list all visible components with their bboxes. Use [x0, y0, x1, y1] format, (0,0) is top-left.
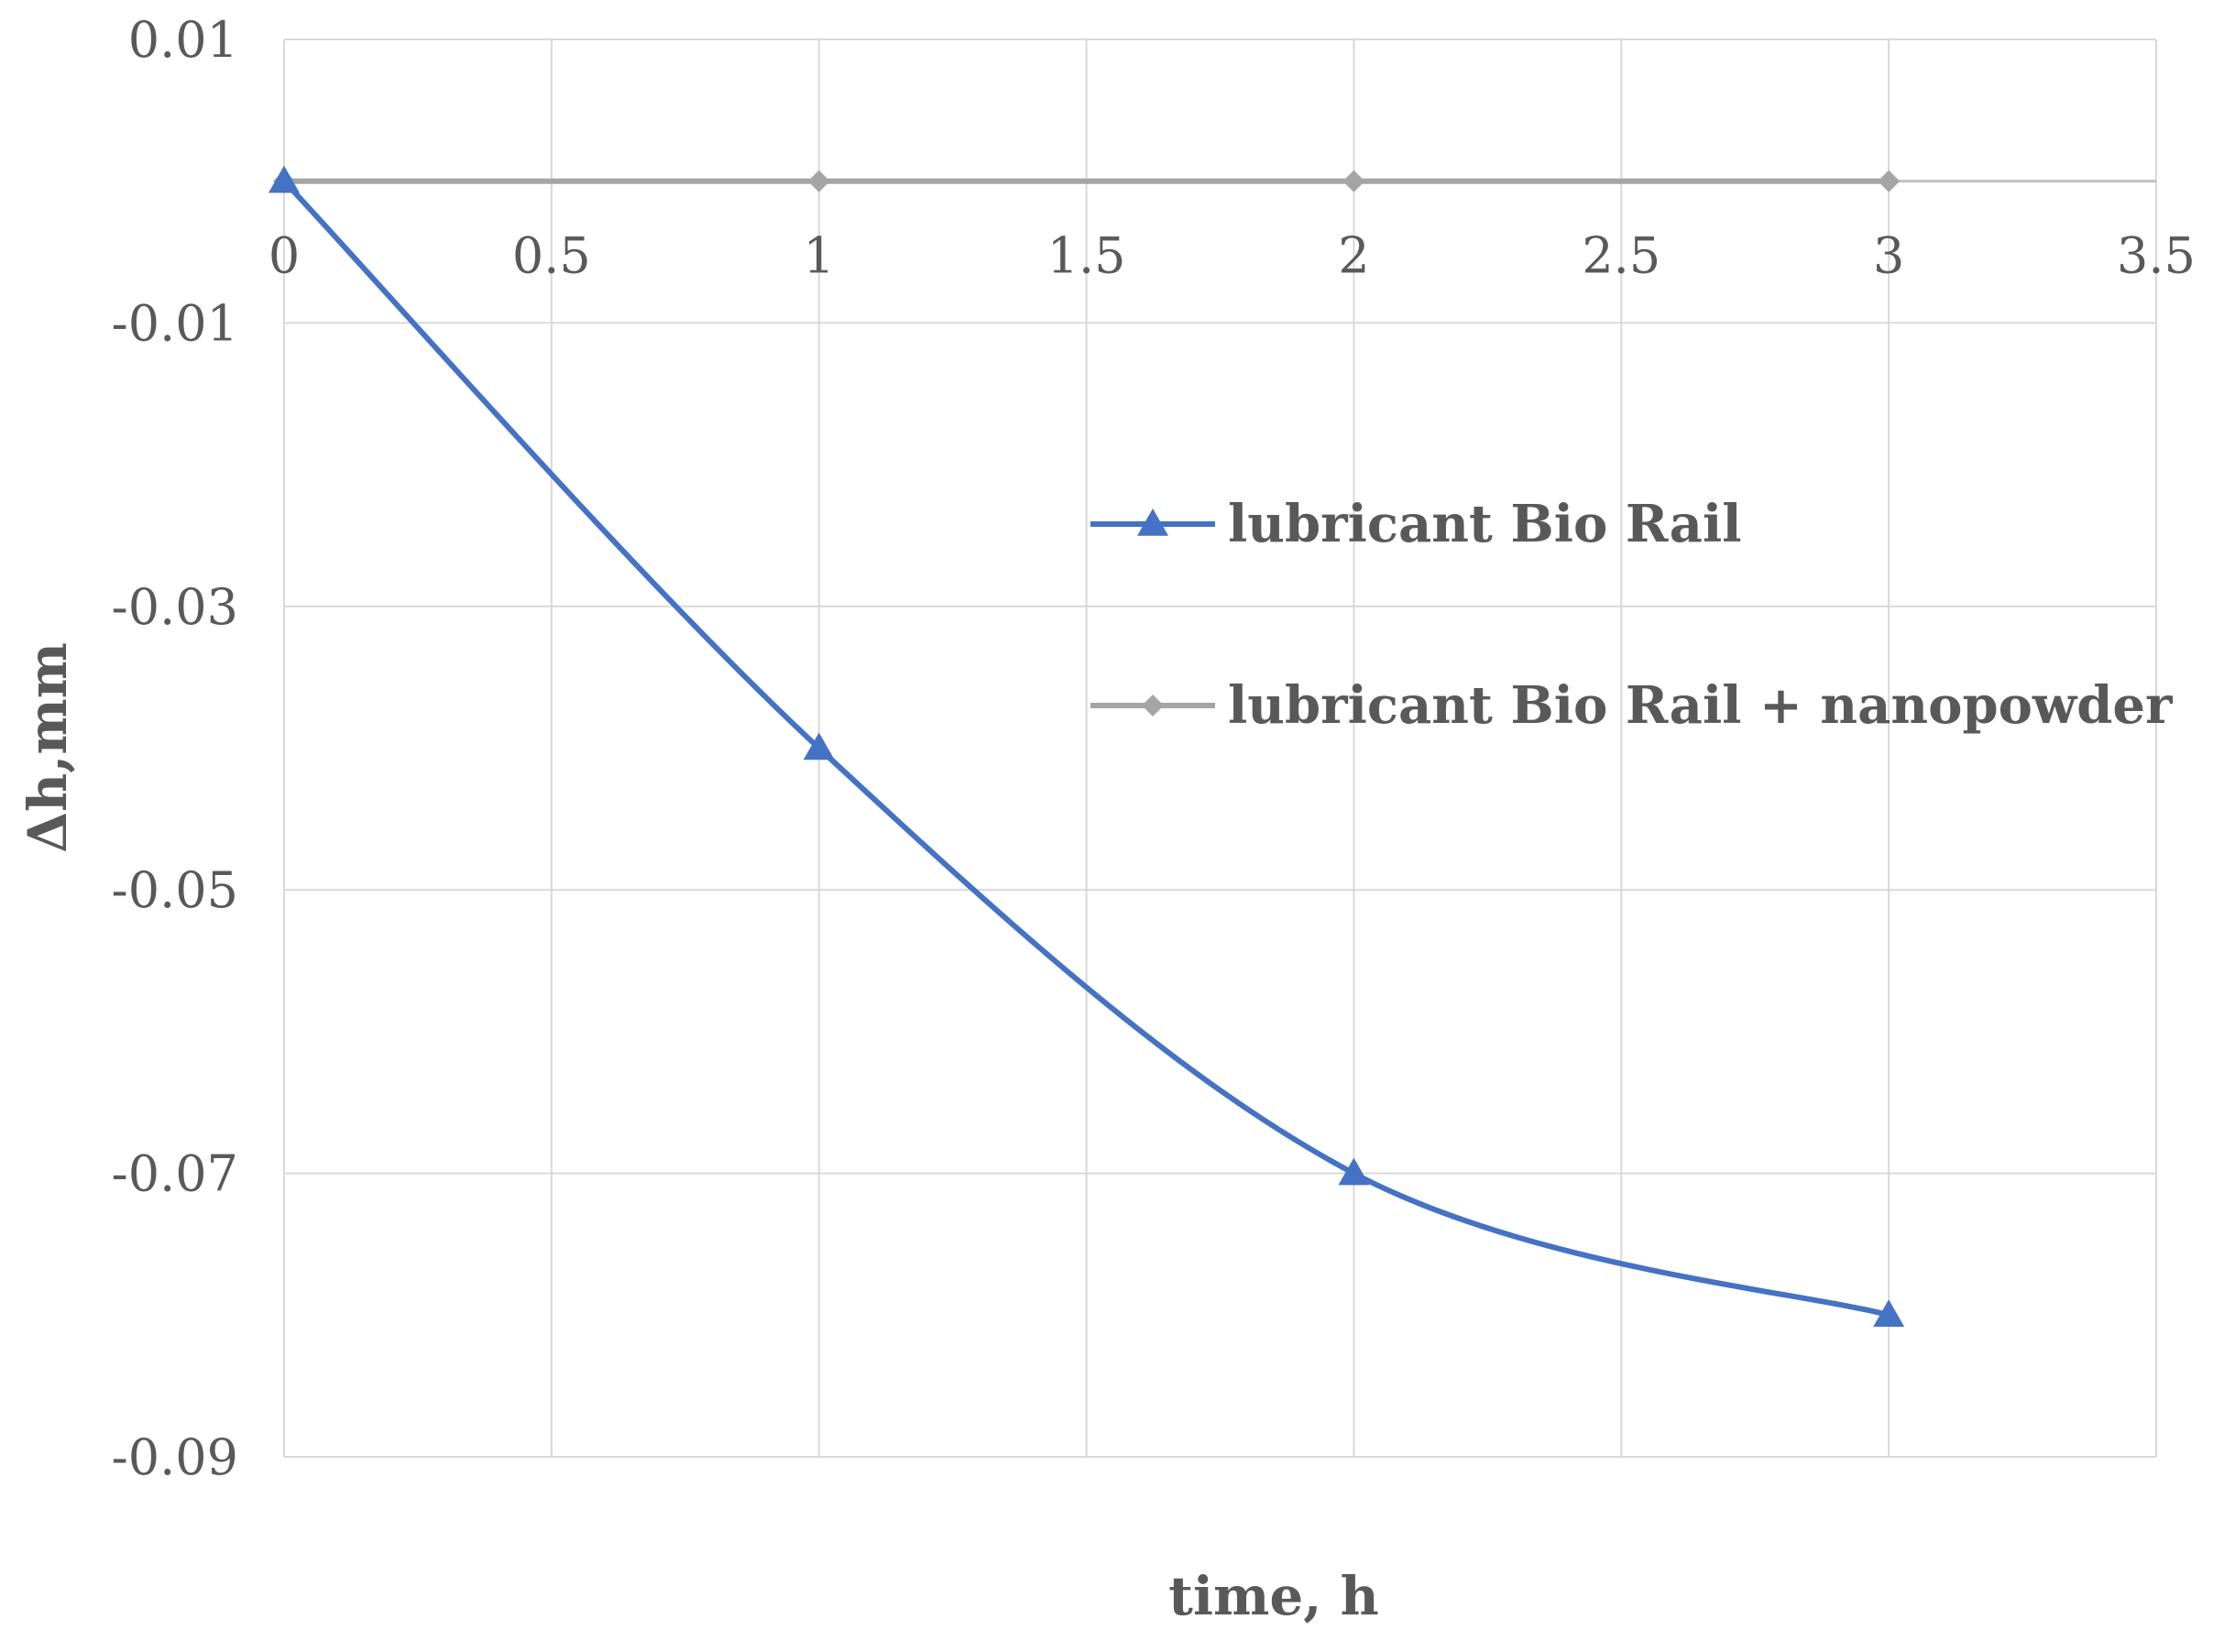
legend-swatch-marker	[1142, 695, 1164, 717]
data-point	[807, 170, 830, 192]
x-tick-label: 0.5	[512, 227, 591, 285]
data-point	[803, 732, 835, 760]
y-tick-label: -0.01	[112, 294, 238, 352]
y-tick-label: -0.09	[112, 1428, 238, 1486]
axes: 0 0.5 1 1.5 2 2.5 3 3.5 0.01 -0.01 -0.03 -0.05 -0.07…	[112, 11, 2196, 1486]
y-tick-label: -0.07	[112, 1145, 238, 1203]
series	[268, 165, 1905, 1328]
data-point	[1873, 1299, 1905, 1328]
legend-label: lubricant Bio Rail + nanopowder	[1228, 675, 2174, 736]
legend: lubricant Bio Rail lubricant Bio Rail + n…	[1090, 494, 2174, 736]
data-point	[1878, 170, 1901, 192]
x-tick-label: 1	[804, 227, 835, 285]
y-tick-label: -0.03	[112, 578, 238, 636]
x-tick-label: 1.5	[1047, 227, 1126, 285]
data-point	[1338, 1157, 1370, 1186]
x-tick-label: 0	[268, 227, 300, 285]
legend-swatch-marker	[1137, 509, 1168, 536]
grid	[283, 38, 2157, 1458]
y-tick-label: 0.01	[128, 11, 238, 69]
legend-label: lubricant Bio Rail	[1228, 494, 1742, 554]
x-tick-label: 3	[1873, 227, 1904, 285]
x-tick-label: 2	[1338, 227, 1369, 285]
x-tick-label: 3.5	[2117, 227, 2196, 285]
data-point	[1342, 170, 1365, 192]
legend-item-2: lubricant Bio Rail + nanopowder	[1090, 675, 2174, 736]
series-1	[268, 165, 1905, 1328]
series-line	[281, 178, 1892, 1318]
y-axis-title: Δh,mm	[16, 642, 79, 853]
axis-labels: time, h Δh,mm	[16, 642, 1379, 1627]
data-point	[268, 165, 300, 193]
x-axis-title: time, h	[1168, 1565, 1379, 1627]
x-tick-label: 2.5	[1582, 227, 1660, 285]
legend-item-1: lubricant Bio Rail	[1090, 494, 1742, 554]
y-tick-label: -0.05	[112, 861, 238, 919]
